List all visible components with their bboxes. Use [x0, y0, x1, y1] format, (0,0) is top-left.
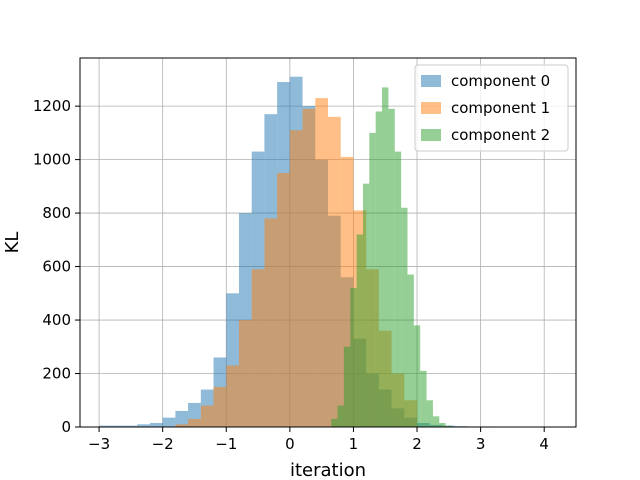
histogram-bar — [328, 116, 341, 428]
axis-ticks: −3 −2 −1 0 1 2 3 4 0 200 400 600 800 1000 1200 — [33, 97, 549, 453]
legend-label: component 2 — [451, 126, 550, 144]
histogram-bar — [277, 172, 290, 427]
histogram-bar — [99, 425, 112, 427]
histogram-bar — [350, 287, 357, 427]
legend-label: component 0 — [451, 72, 550, 90]
histogram-bar — [213, 386, 227, 427]
histogram-bar — [124, 425, 138, 427]
histogram-bar — [264, 218, 278, 427]
histogram-bar — [251, 269, 265, 427]
histogram-bar — [356, 234, 363, 427]
histogram-bar — [111, 425, 125, 427]
histogram-bar — [302, 108, 316, 427]
histogram-bar — [382, 87, 389, 428]
histogram-bar — [375, 111, 383, 427]
histogram-bar — [149, 422, 163, 427]
histogram-bar — [200, 405, 214, 427]
histogram-bar — [401, 207, 408, 427]
histogram-bar — [343, 346, 351, 427]
x-tick-label: 1 — [349, 435, 359, 453]
x-tick-label: 3 — [476, 435, 486, 453]
x-tick-label: 0 — [285, 435, 295, 453]
histogram-bar — [137, 424, 150, 427]
y-tick-label: 800 — [42, 204, 71, 222]
x-tick-label: 2 — [412, 435, 422, 453]
histogram-bar — [413, 325, 421, 427]
y-axis-label: KL — [2, 232, 23, 254]
histogram-bar — [162, 417, 176, 427]
histogram-bar — [439, 422, 446, 427]
histogram-bar — [445, 425, 452, 427]
legend-label: component 1 — [451, 99, 550, 117]
histogram-bar — [369, 132, 376, 427]
y-tick-label: 0 — [61, 418, 71, 436]
histogram-bar — [175, 410, 189, 427]
histogram-bar — [432, 416, 440, 427]
histogram-bar — [238, 320, 252, 427]
legend-swatch — [421, 75, 441, 87]
x-tick-label: −3 — [88, 435, 110, 453]
legend-swatch — [421, 129, 441, 141]
histogram-bar — [337, 405, 344, 427]
y-tick-label: 200 — [42, 365, 71, 383]
legend: component 0 component 1 component 2 — [414, 64, 569, 152]
histogram-bar — [175, 424, 189, 427]
histogram-bar — [289, 130, 303, 427]
plot-area-frame — [79, 57, 577, 428]
y-tick-label: 600 — [42, 258, 71, 276]
histogram-bar — [388, 108, 395, 427]
y-tick-label: 1200 — [33, 97, 71, 115]
x-tick-label: 4 — [539, 435, 549, 453]
histogram-bar — [394, 151, 402, 427]
histogram-bar — [315, 98, 328, 427]
histogram-bar — [407, 274, 414, 427]
histogram-bar — [331, 418, 338, 427]
histogram-bar — [226, 365, 239, 427]
histogram-bar — [362, 183, 370, 427]
legend-box — [414, 64, 569, 152]
y-tick-label: 400 — [42, 311, 71, 329]
histogram-bars — [99, 76, 545, 428]
legend-swatch — [421, 102, 441, 114]
histogram-bar — [420, 370, 427, 427]
x-tick-label: −2 — [152, 435, 174, 453]
series-2-bars — [331, 87, 452, 428]
y-tick-label: 1000 — [33, 151, 71, 169]
x-tick-label: −1 — [215, 435, 237, 453]
x-axis-label: iteration — [290, 460, 366, 480]
histogram-bar — [426, 400, 433, 427]
histogram-bar — [188, 418, 201, 427]
